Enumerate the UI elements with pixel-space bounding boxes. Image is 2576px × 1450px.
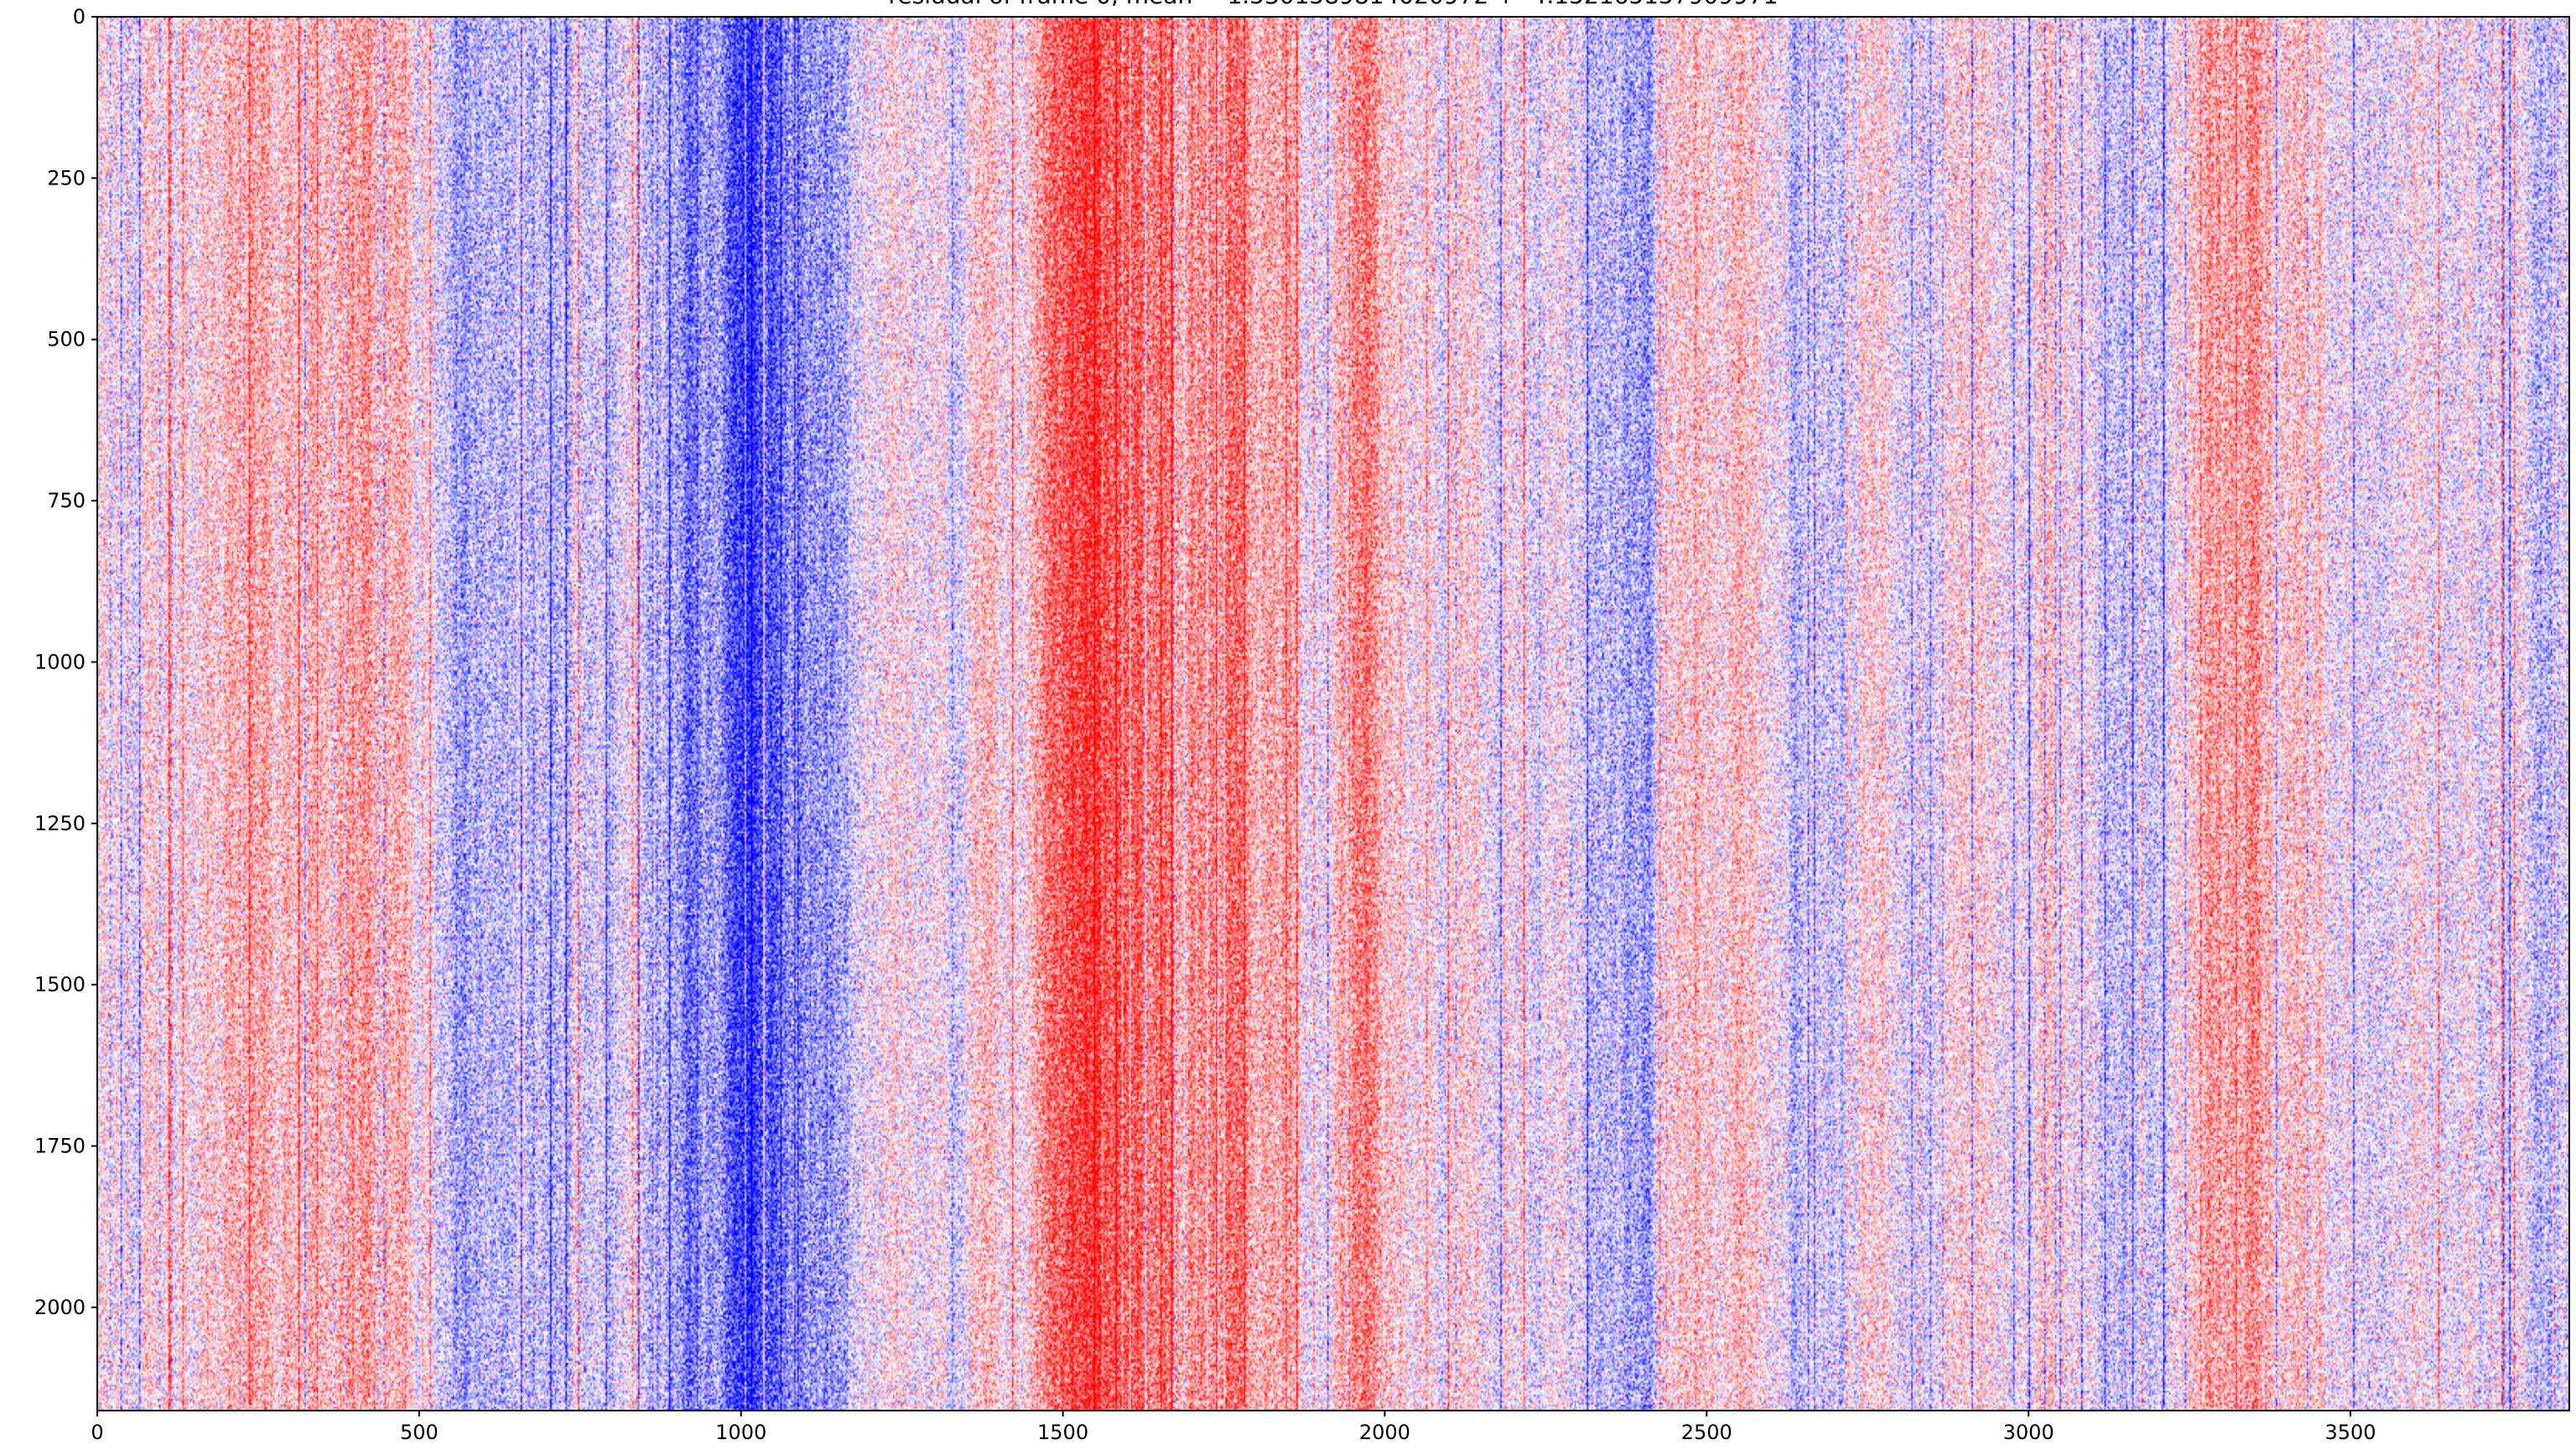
- y-tick-label: 250: [47, 166, 86, 190]
- y-tick-label: 0: [73, 5, 86, 29]
- y-tick-label: 750: [47, 489, 86, 512]
- y-tick-label: 1000: [34, 650, 86, 673]
- y-tick-label: 1250: [34, 812, 86, 835]
- chart-title: residual of frame 0, mean = 1.5301589814…: [889, 0, 1779, 9]
- y-tick-label: 1750: [34, 1135, 86, 1158]
- y-axis: 0 250 500 750 1000 1250 1500 1750 2000: [34, 5, 97, 1319]
- x-tick-label: 0: [91, 1421, 103, 1444]
- x-tick-label: 500: [400, 1421, 439, 1444]
- heatmap-image: [97, 17, 2569, 1411]
- y-tick-label: 2000: [34, 1296, 86, 1319]
- x-tick-label: 3000: [2003, 1421, 2054, 1444]
- x-tick-label: 2500: [1681, 1421, 1732, 1444]
- x-axis: 0 500 1000 1500 2000 2500 3000 3500: [91, 1411, 2376, 1444]
- y-tick-label: 1500: [34, 973, 86, 996]
- plot-frame: [96, 16, 2570, 1411]
- heatmap-raster: [97, 17, 2569, 1411]
- x-tick-label: 1500: [1037, 1421, 1088, 1444]
- y-tick-label: 500: [47, 328, 86, 351]
- x-tick-label: 3500: [2324, 1421, 2376, 1444]
- x-tick-label: 1000: [715, 1421, 766, 1444]
- x-tick-label: 2000: [1359, 1421, 1410, 1444]
